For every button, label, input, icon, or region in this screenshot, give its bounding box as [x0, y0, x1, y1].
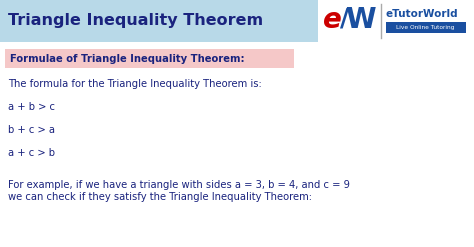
- Text: /: /: [339, 6, 349, 30]
- Text: The formula for the Triangle Inequality Theorem is:: The formula for the Triangle Inequality …: [8, 79, 262, 89]
- Text: Formulae of Triangle Inequality Theorem:: Formulae of Triangle Inequality Theorem:: [10, 54, 245, 63]
- Text: b + c > a: b + c > a: [8, 125, 55, 135]
- FancyBboxPatch shape: [5, 49, 294, 68]
- FancyBboxPatch shape: [318, 0, 474, 42]
- Text: W: W: [346, 6, 376, 34]
- FancyBboxPatch shape: [0, 0, 318, 42]
- Text: a + c > b: a + c > b: [8, 148, 55, 158]
- Text: a + b > c: a + b > c: [8, 102, 55, 112]
- Text: For example, if we have a triangle with sides a = 3, b = 4, and c = 9: For example, if we have a triangle with …: [8, 180, 350, 190]
- FancyBboxPatch shape: [385, 22, 465, 33]
- Text: Triangle Inequality Theorem: Triangle Inequality Theorem: [8, 14, 263, 28]
- Text: e: e: [323, 6, 341, 34]
- Text: eTutorWorld: eTutorWorld: [385, 9, 458, 19]
- Text: we can check if they satisfy the Triangle Inequality Theorem:: we can check if they satisfy the Triangl…: [8, 192, 312, 202]
- Text: Live Online Tutoring: Live Online Tutoring: [396, 25, 455, 30]
